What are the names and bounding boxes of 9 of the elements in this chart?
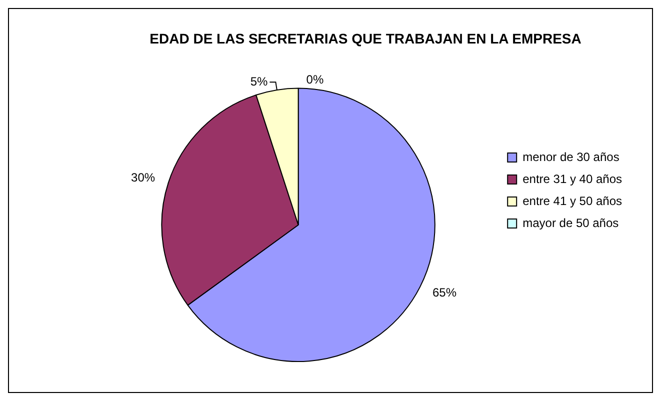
- text: 0%: [306, 72, 324, 87]
- legend-label: menor de 30 años: [522, 150, 620, 164]
- chart-title: EDAD DE LAS SECRETARIAS QUE TRABAJAN EN LA EMPRESA: [150, 30, 582, 46]
- legend-label: entre 31 y 40 años: [522, 172, 622, 186]
- legend-label: entre 41 y 50 años: [522, 194, 622, 208]
- data-label: 30%: [131, 170, 156, 185]
- legend-label: mayor de 50 años: [522, 216, 619, 230]
- data-label: 65%: [432, 286, 457, 300]
- data-label: 5%: [250, 74, 268, 88]
